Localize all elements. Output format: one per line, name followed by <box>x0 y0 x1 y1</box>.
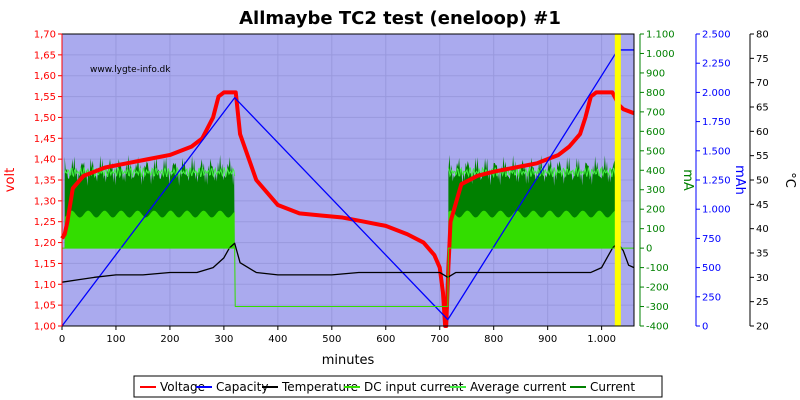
mah-axis-label: mAh <box>732 165 747 195</box>
mAh-tick-label: 1.000 <box>702 205 731 216</box>
mAh-tick-label: 2.500 <box>702 30 731 41</box>
x-tick-label: 200 <box>160 334 179 345</box>
x-axis: 0 100 200 300 400 500 600 700 800 900 1.000 <box>59 326 616 345</box>
current-band <box>64 154 618 249</box>
volt-tick-label: 1,60 <box>34 71 56 82</box>
ma-axis-label: mA <box>680 169 695 191</box>
temp-tick-label: 30 <box>756 273 769 284</box>
mA-tick-label: 300 <box>646 185 665 196</box>
mAh-tick-label: 2.250 <box>702 59 731 70</box>
volt-tick-label: 1,10 <box>34 280 56 291</box>
mA-tick-label: 200 <box>646 205 665 216</box>
legend-label: Voltage <box>160 380 205 394</box>
volt-tick-label: 1,55 <box>34 92 56 103</box>
temp-tick-label: 65 <box>756 103 769 114</box>
mAh-tick-label: 1.750 <box>702 117 731 128</box>
average-band-line <box>64 166 236 179</box>
series-temperature <box>61 242 635 283</box>
temp-tick-label: 75 <box>756 54 769 65</box>
x-tick-label: 900 <box>538 334 557 345</box>
dc-band-area <box>64 210 235 249</box>
volt-tick-label: 1,00 <box>34 322 56 333</box>
mAh-tick-label: 750 <box>702 234 721 245</box>
mAh-tick-label: 0 <box>702 322 708 333</box>
volt-tick-label: 1,30 <box>34 196 56 207</box>
x-tick-label: 300 <box>214 334 233 345</box>
x-axis-label: minutes <box>322 353 375 368</box>
mA-tick-label: 400 <box>646 166 665 177</box>
mA-tick-label: 1.100 <box>646 30 675 41</box>
x-tick-label: 600 <box>376 334 395 345</box>
volt-tick-label: 1,15 <box>34 259 56 270</box>
chart-title: Allmaybe TC2 test (eneloop) #1 <box>239 8 561 29</box>
mAh-tick-label: 2.000 <box>702 88 731 99</box>
x-tick-label: 100 <box>106 334 125 345</box>
temp-tick-label: 60 <box>756 127 769 138</box>
mAh-tick-label: 500 <box>702 263 721 274</box>
x-tick-label: 1.000 <box>587 334 616 345</box>
legend-label: Capacity <box>216 380 268 394</box>
volt-tick-label: 1,05 <box>34 301 56 312</box>
mA-tick-label: 1.000 <box>646 49 675 60</box>
mA-tick-label: -300 <box>646 302 669 313</box>
legend-items: Voltage Capacity Temperature DC input curre… <box>140 380 635 394</box>
x-tick-label: 400 <box>268 334 287 345</box>
mAh-tick-label: 1.500 <box>702 146 731 157</box>
temp-tick-label: 45 <box>756 200 769 211</box>
x-tick-label: 800 <box>484 334 503 345</box>
series-capacity <box>61 49 634 327</box>
temp-axis-label: °C <box>782 172 797 188</box>
volt-tick-label: 1,20 <box>34 238 56 249</box>
temp-tick-label: 25 <box>756 297 769 308</box>
marker-lines <box>614 34 621 326</box>
temp-tick-label: 70 <box>756 78 769 89</box>
volt-axis-label: volt <box>3 168 18 192</box>
mA-tick-label: 500 <box>646 146 665 157</box>
y-axes: 1,00 1,05 1,10 1,15 1,20 1,25 1,30 1,35 1,40 1,45… <box>34 30 769 333</box>
legend-label: Current <box>590 380 635 394</box>
watermark: www.lygte-info.dk <box>90 65 171 75</box>
temp-tick-label: 20 <box>756 322 769 333</box>
volt-tick-label: 1,25 <box>34 217 56 228</box>
mA-tick-label: 0 <box>646 244 652 255</box>
x-tick-label: 500 <box>322 334 341 345</box>
volt-tick-label: 1,50 <box>34 113 56 124</box>
mA-tick-label: 100 <box>646 224 665 235</box>
mA-tick-label: 600 <box>646 127 665 138</box>
volt-tick-label: 1,65 <box>34 50 56 61</box>
mA-tick-label: 800 <box>646 88 665 99</box>
legend-label: DC input current <box>364 380 464 394</box>
mA-tick-label: -400 <box>646 322 669 333</box>
legend-label: Temperature <box>281 380 358 394</box>
temp-tick-label: 40 <box>756 224 769 235</box>
mA-tick-label: -200 <box>646 283 669 294</box>
legend-label: Average current <box>470 380 567 394</box>
mAh-tick-label: 250 <box>702 292 721 303</box>
mAh-tick-label: 1.250 <box>702 176 731 187</box>
x-tick-label: 700 <box>430 334 449 345</box>
volt-tick-label: 1,40 <box>34 155 56 166</box>
temp-tick-label: 50 <box>756 176 769 187</box>
mA-tick-label: 900 <box>646 68 665 79</box>
legend <box>133 375 663 398</box>
mA-tick-label: -100 <box>646 263 669 274</box>
volt-tick-label: 1,70 <box>34 30 56 41</box>
temp-tick-label: 80 <box>756 30 769 41</box>
marker-line <box>614 34 621 326</box>
mA-tick-label: 700 <box>646 107 665 118</box>
temp-tick-label: 35 <box>756 249 769 260</box>
dc-band-area <box>448 210 618 249</box>
volt-tick-label: 1,35 <box>34 176 56 187</box>
average-band-line <box>447 165 618 179</box>
series-voltage <box>60 90 635 328</box>
temp-tick-label: 55 <box>756 151 769 162</box>
x-tick-label: 0 <box>59 334 65 345</box>
volt-tick-label: 1,45 <box>34 134 56 145</box>
